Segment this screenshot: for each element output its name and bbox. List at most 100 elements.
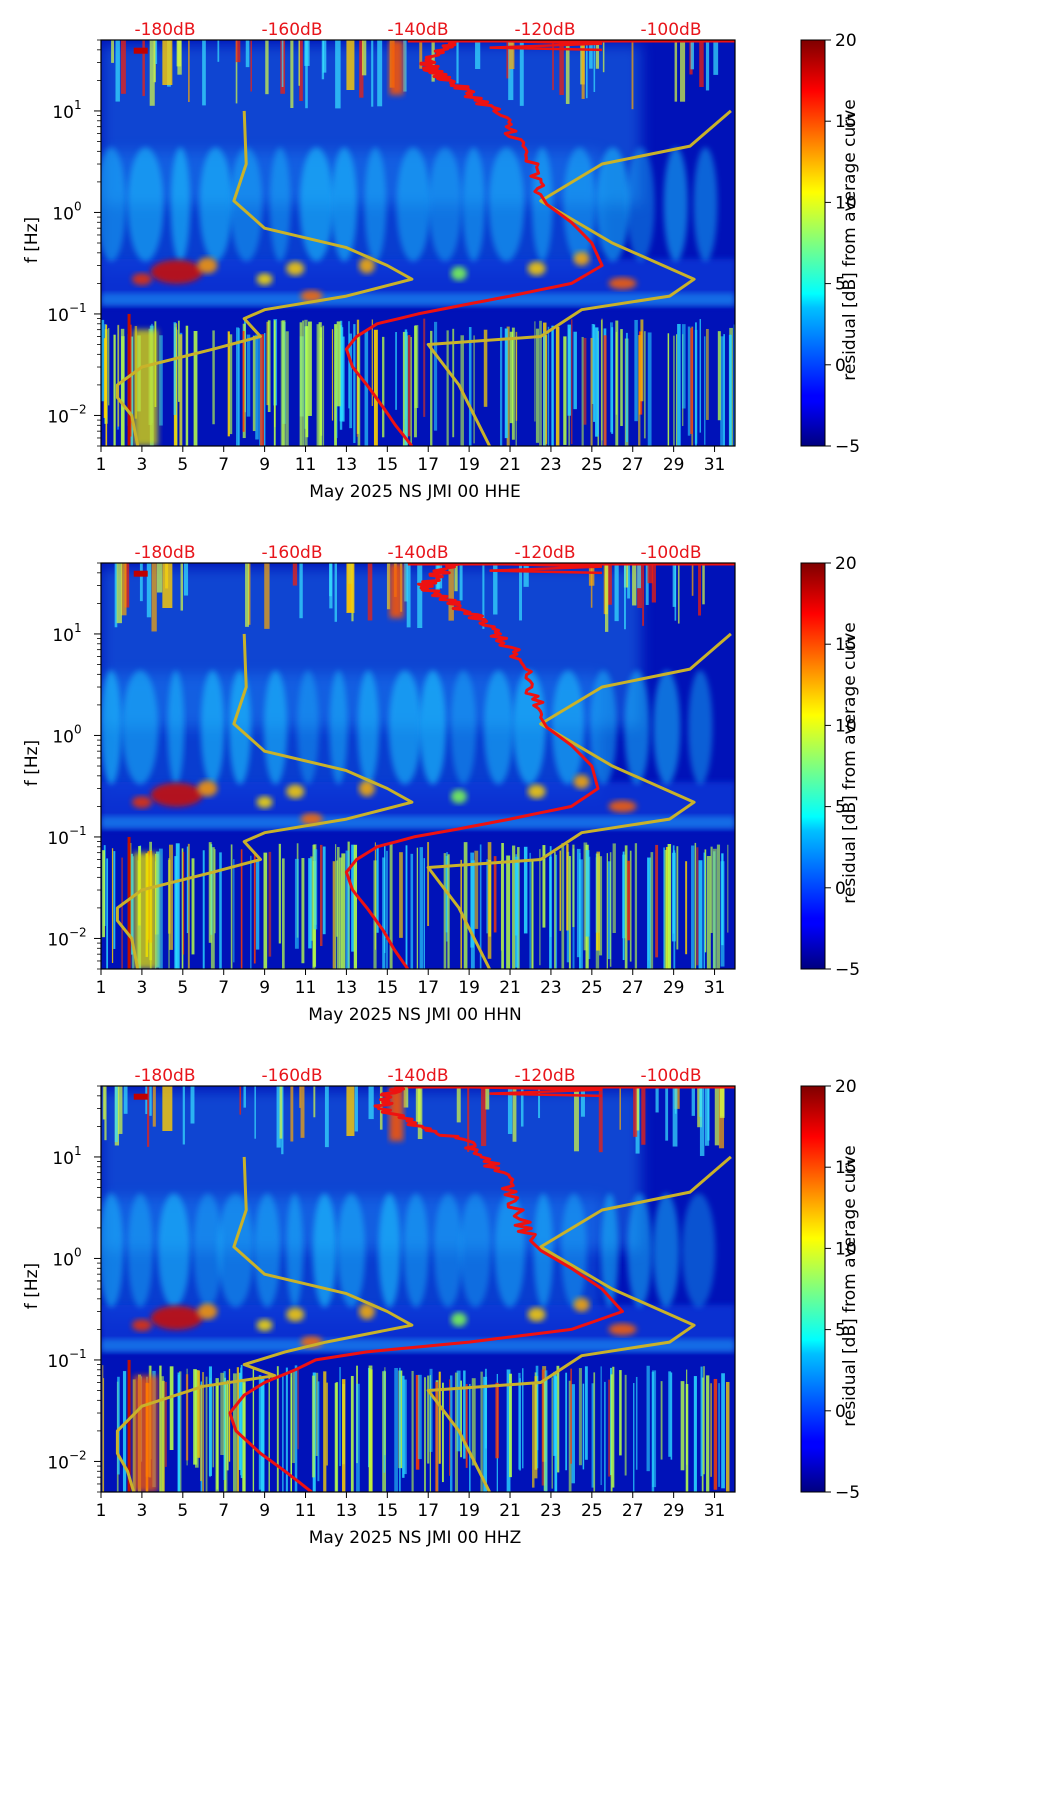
striation — [473, 335, 475, 444]
striation — [336, 321, 341, 407]
hf-burst — [520, 1086, 524, 1127]
colorbar-tick-label: 20 — [835, 554, 857, 574]
hf-burst — [642, 563, 645, 626]
event-blob — [286, 784, 305, 799]
striation — [294, 858, 299, 949]
spectrogram-image — [101, 563, 735, 969]
striation — [311, 1375, 315, 1478]
microseism-line — [101, 816, 735, 829]
striation — [693, 1376, 697, 1492]
hf-burst — [680, 40, 686, 102]
x-tick-label: 27 — [622, 1501, 644, 1521]
hf-burst — [151, 563, 157, 632]
striation — [452, 328, 455, 438]
hf-burst — [406, 563, 411, 628]
hf-burst — [614, 563, 619, 622]
striation — [612, 843, 616, 933]
striation — [541, 1369, 546, 1486]
hf-burst — [264, 563, 270, 629]
striation — [519, 1378, 521, 1471]
y-tick-exponent: −2 — [69, 1448, 87, 1462]
striation — [470, 860, 475, 969]
plume — [494, 1193, 525, 1308]
striation — [242, 1379, 246, 1492]
striation — [591, 1383, 594, 1488]
striation — [410, 853, 414, 969]
hf-burst — [593, 40, 596, 92]
x-tick-label: 31 — [704, 978, 726, 998]
striation — [175, 843, 180, 969]
striation — [671, 852, 676, 942]
hf-burst — [493, 563, 498, 615]
hf-burst — [367, 563, 373, 621]
x-tick-label: 5 — [177, 978, 188, 998]
striation — [506, 326, 510, 446]
hf-event — [162, 563, 173, 608]
hf-burst — [321, 40, 325, 80]
x-tick-label: 15 — [377, 1501, 399, 1521]
striation — [103, 338, 107, 418]
striation — [121, 857, 123, 969]
hf-burst — [508, 40, 514, 101]
striation — [376, 844, 379, 933]
hf-burst — [674, 40, 678, 102]
hf-burst — [677, 563, 680, 624]
striation — [539, 849, 541, 966]
hf-burst — [690, 40, 695, 70]
plume — [419, 670, 446, 785]
striation — [556, 1365, 560, 1473]
striation — [178, 1371, 182, 1492]
striation — [253, 851, 256, 964]
hf-burst — [180, 563, 183, 611]
striation — [336, 846, 340, 969]
event-blob — [450, 266, 467, 281]
hf-burst — [102, 1086, 106, 1120]
striation — [130, 336, 134, 446]
hf-burst — [637, 563, 641, 589]
striation — [102, 1365, 104, 1492]
colorbar-tick-label: 10 — [835, 193, 857, 213]
x-tick-label: 3 — [136, 1501, 147, 1521]
striation — [252, 335, 256, 432]
striation — [483, 329, 488, 407]
striation — [246, 334, 251, 417]
striation — [240, 849, 243, 969]
striation — [638, 335, 641, 446]
event-blob — [527, 1307, 546, 1322]
striation — [255, 859, 260, 950]
striation — [555, 326, 560, 446]
striation — [242, 330, 245, 432]
y-tick-label: 100 — [52, 1245, 81, 1270]
y-tick-exponent: 0 — [74, 1245, 82, 1259]
striation — [539, 320, 542, 446]
hf-burst — [415, 1086, 421, 1122]
event-blob — [256, 796, 273, 809]
striation — [595, 327, 599, 437]
striation — [696, 847, 699, 966]
striation — [205, 1376, 208, 1492]
plume — [653, 1193, 680, 1308]
hf-burst — [276, 1086, 281, 1148]
striation — [567, 324, 571, 416]
striation — [382, 336, 385, 438]
x-tick-label: 9 — [259, 1501, 270, 1521]
y-tick-label: 101 — [52, 98, 81, 123]
striation — [335, 844, 337, 969]
hf-burst — [456, 40, 459, 84]
striation — [509, 1373, 512, 1478]
striation — [268, 1373, 270, 1492]
striation — [635, 1376, 638, 1470]
top-db-label: -140dB — [387, 20, 448, 40]
striation — [622, 851, 625, 961]
striation — [480, 1371, 483, 1492]
x-tick-label: 11 — [295, 978, 317, 998]
plume — [297, 670, 319, 785]
event-blob — [450, 1312, 467, 1327]
hf-burst — [281, 1086, 284, 1155]
red-median-curve — [228, 1086, 624, 1492]
striation — [670, 1372, 673, 1460]
y-tick-exponent: 0 — [74, 199, 82, 213]
y-tick-exponent: −1 — [69, 301, 87, 315]
striation — [165, 1381, 167, 1467]
striation — [322, 846, 326, 935]
